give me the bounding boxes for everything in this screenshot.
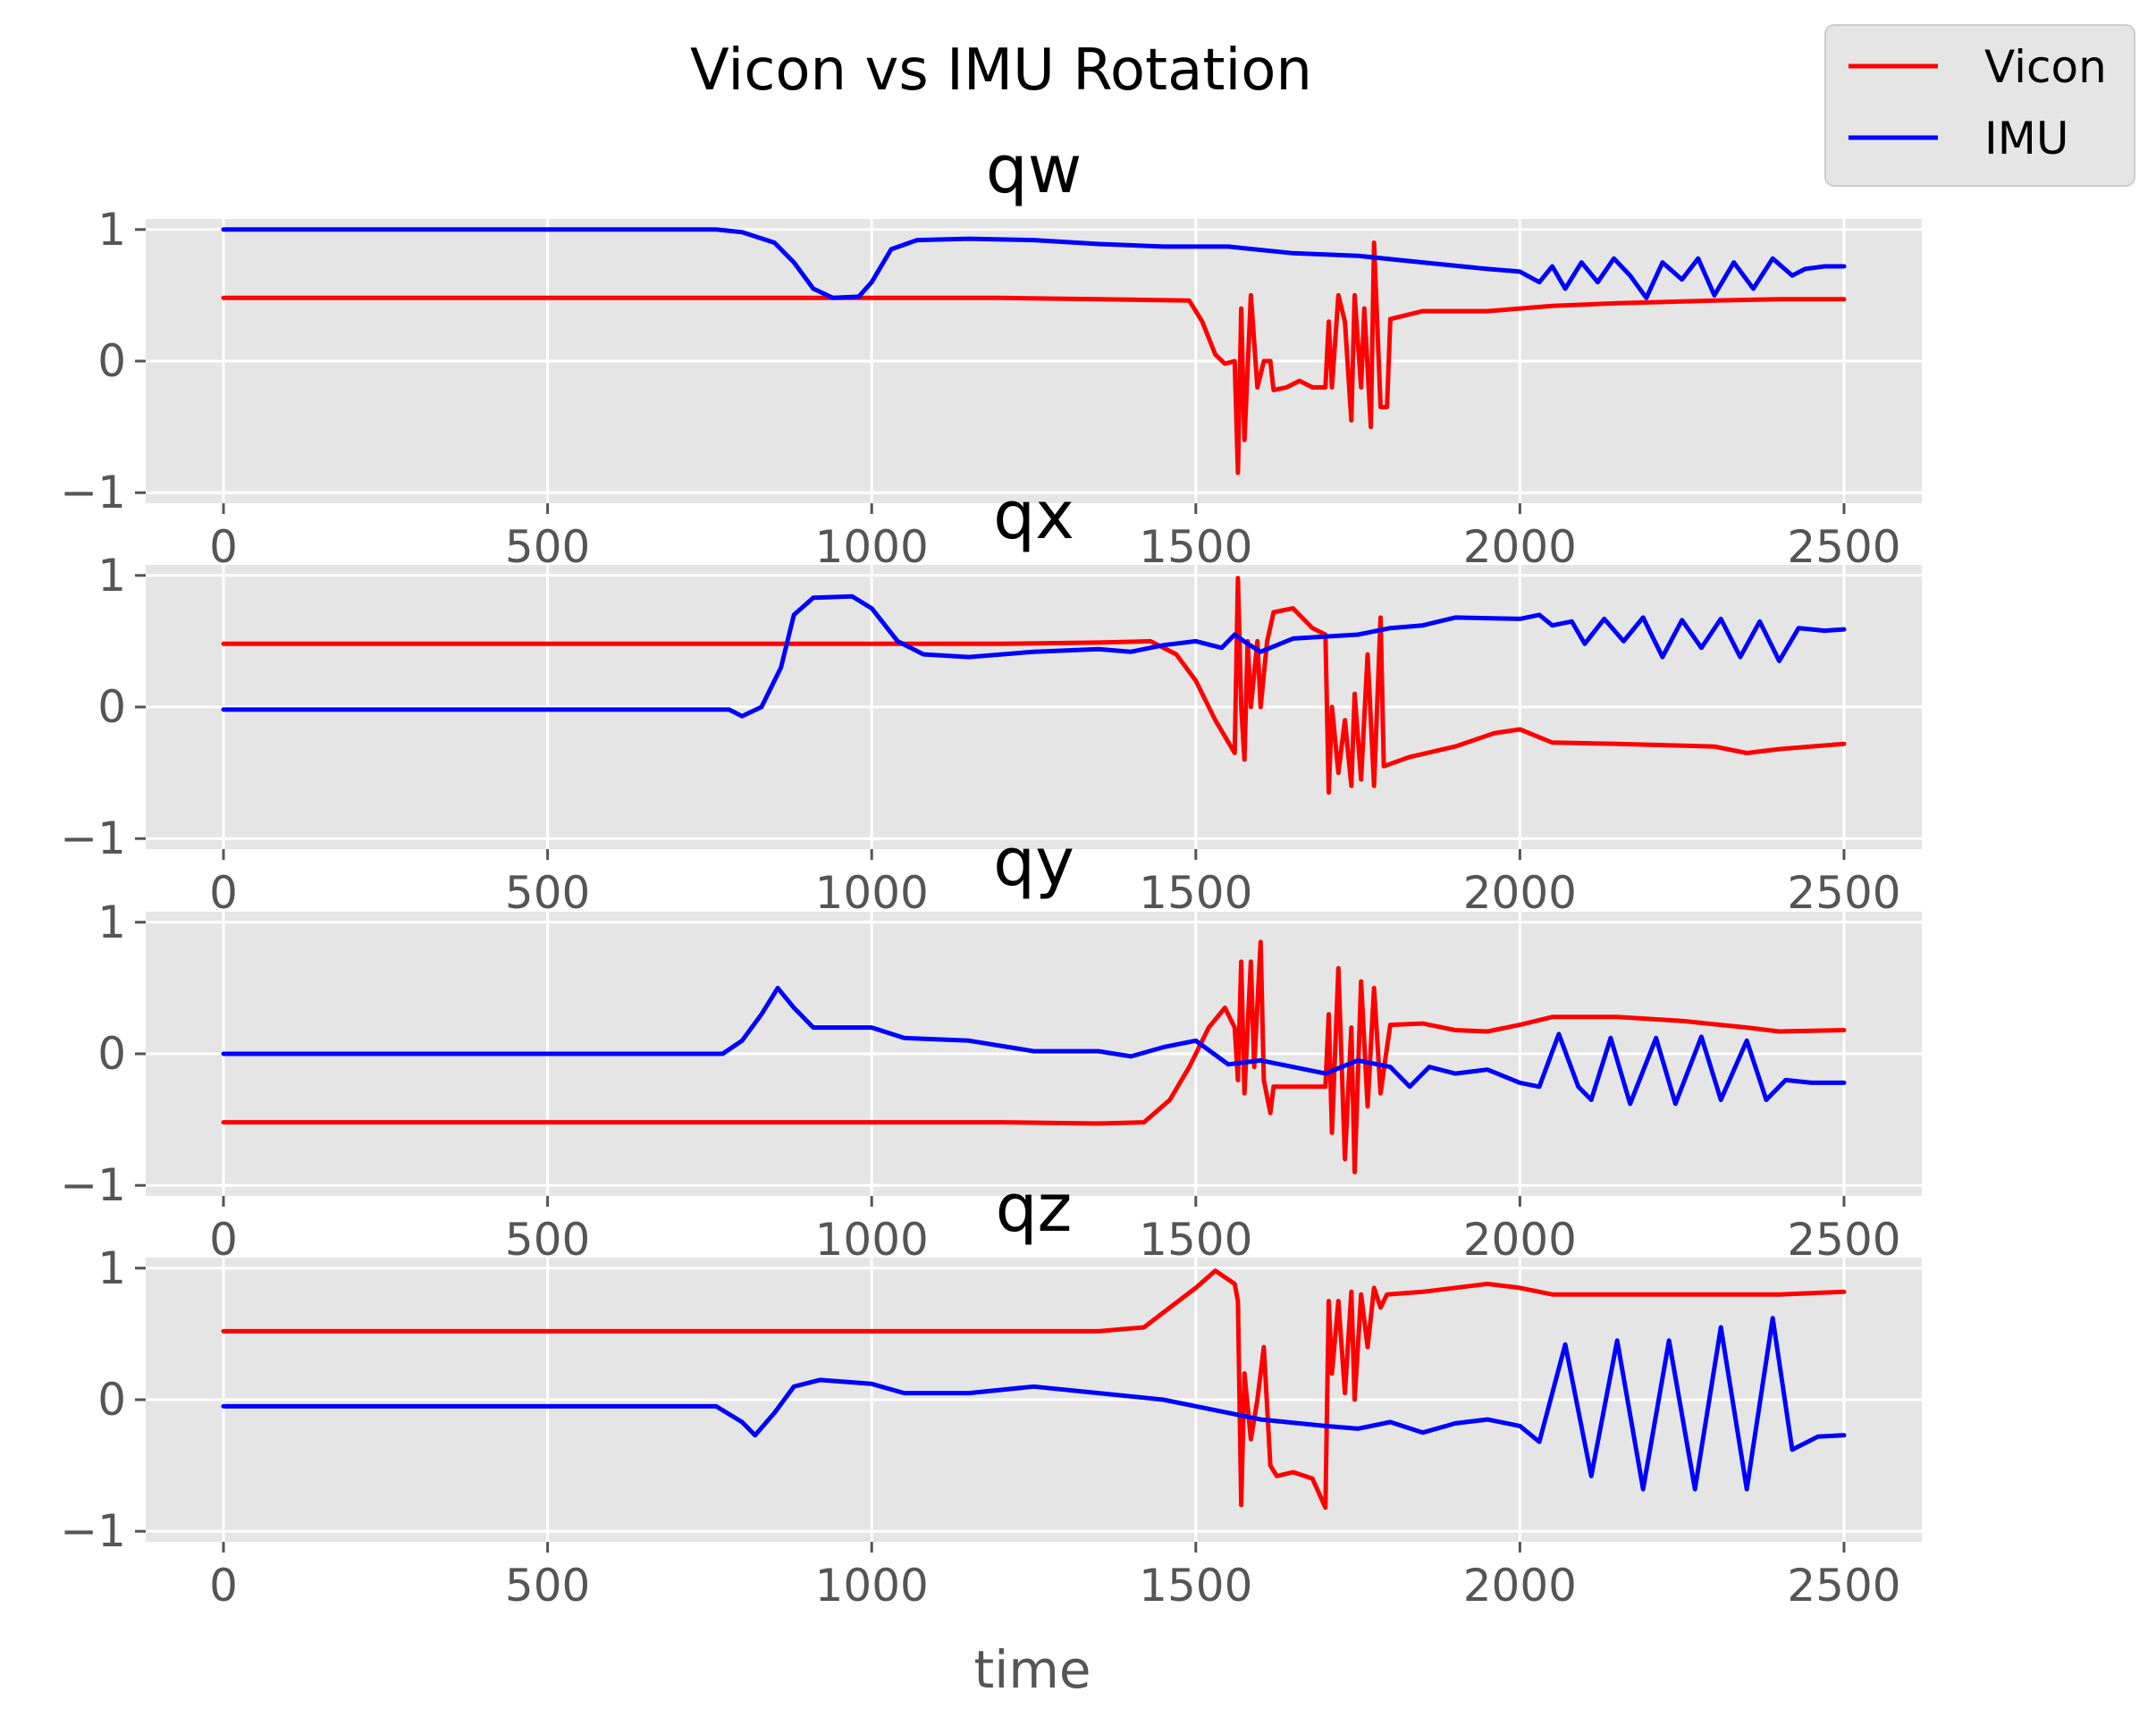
x-tick-label: 0 [209, 521, 238, 573]
series-line-imu-qw [221, 227, 1847, 300]
x-tick-label: 500 [505, 867, 590, 919]
x-tick-label: 0 [209, 867, 238, 919]
subplot-title-qy: qy [993, 824, 1074, 901]
x-tick-label: 500 [505, 1214, 590, 1266]
subplot-title-qw: qw [986, 131, 1082, 208]
series-line-imu-qy [221, 985, 1847, 1107]
y-tick-label: −1 [60, 467, 126, 518]
y-tick-label: 1 [97, 896, 126, 948]
y-tick-label: −1 [60, 812, 126, 864]
x-tick-label: 0 [209, 1214, 238, 1266]
legend-label-vicon: Vicon [1984, 41, 2107, 93]
figure-title: Vicon vs IMU Rotation [690, 38, 1312, 104]
x-tick-label: 1500 [1139, 1560, 1252, 1612]
x-tick-label: 2500 [1787, 867, 1900, 919]
x-tick-label: 2000 [1463, 1214, 1577, 1266]
y-tick-label: 1 [97, 1242, 126, 1294]
x-tick-label: 1000 [815, 1560, 929, 1612]
x-tick-label: 2500 [1787, 1214, 1900, 1266]
series-line-vicon-qw [221, 240, 1847, 476]
x-tick-label: 1000 [815, 521, 929, 573]
x-tick-label: 2000 [1463, 867, 1577, 919]
x-tick-label: 2500 [1787, 1560, 1900, 1612]
x-tick-label: 500 [505, 521, 590, 573]
legend-label-imu: IMU [1984, 113, 2068, 164]
y-tick-label: −1 [60, 1159, 126, 1211]
x-tick-label: 1500 [1139, 521, 1252, 573]
series-line-vicon-qz [221, 1268, 1847, 1511]
y-tick-label: 0 [97, 681, 126, 733]
subplot-qy: −1 0 1 0 500 1000 1500 2000 2500 qy [60, 824, 1922, 1266]
x-tick-label: 2000 [1463, 1560, 1577, 1612]
y-tick-label: 0 [97, 1374, 126, 1426]
y-tick-label: 0 [97, 335, 126, 387]
x-axis-label: time [973, 1639, 1091, 1700]
subplot-qw: −1 0 1 0 500 1000 1500 2000 2500 qw [60, 131, 1922, 573]
y-tick-label: 1 [97, 204, 126, 256]
series-line-imu-qz [221, 1316, 1847, 1492]
series-line-vicon-qy [221, 939, 1847, 1174]
subplot-title-qz: qz [996, 1170, 1073, 1247]
x-tick-label: 1500 [1139, 867, 1252, 919]
x-tick-label: 1000 [815, 867, 929, 919]
x-tick-label: 1500 [1139, 1214, 1252, 1266]
subplot-title-qx: qx [993, 477, 1074, 554]
legend: Vicon IMU [1824, 24, 2135, 187]
x-tick-label: 2000 [1463, 521, 1577, 573]
x-tick-label: 0 [209, 1560, 238, 1612]
subplot-qx: −1 0 1 0 500 1000 1500 2000 2500 qx [60, 477, 1922, 919]
series-line-imu-qx [221, 593, 1847, 719]
y-tick-label: 1 [97, 550, 126, 602]
y-tick-label: −1 [60, 1505, 126, 1557]
x-tick-label: 2500 [1787, 521, 1900, 573]
x-tick-label: 500 [505, 1560, 590, 1612]
y-tick-label: 0 [97, 1028, 126, 1080]
subplot-qz: −1 0 1 0 500 1000 1500 2000 2500 qz [60, 1170, 1922, 1612]
x-tick-label: 1000 [815, 1214, 929, 1266]
